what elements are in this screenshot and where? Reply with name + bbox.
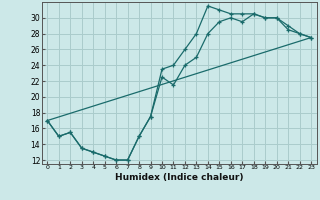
X-axis label: Humidex (Indice chaleur): Humidex (Indice chaleur) [115,173,244,182]
